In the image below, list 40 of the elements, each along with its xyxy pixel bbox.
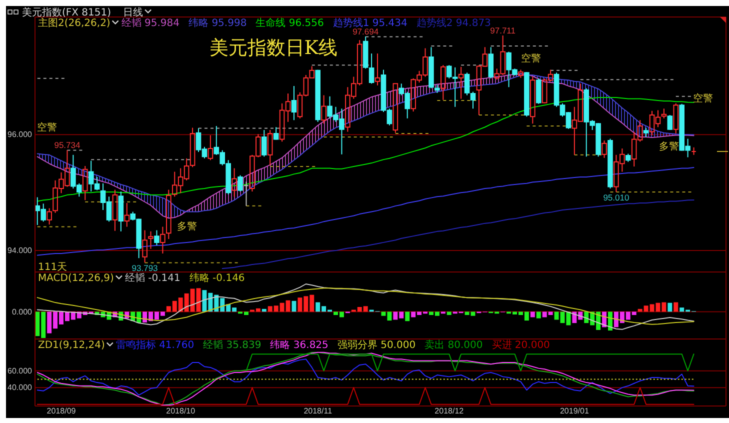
series-label: 纬略 36.825: [270, 339, 328, 351]
series-label: 纬略 -0.146: [189, 272, 245, 284]
x-tick-label: 2018/09: [46, 406, 76, 416]
x-tick-label: 2018/10: [166, 406, 196, 416]
annotation: 多警: [177, 220, 197, 232]
x-tick-label: 2018/11: [304, 406, 333, 416]
annotation: 111天: [38, 262, 68, 273]
chart-subtitle: 美元指数(FX 8151): [22, 6, 112, 18]
text: 趋势线1 95.434: [332, 17, 408, 29]
series-label: 卖出 80.000: [424, 339, 483, 351]
legend-title: 主图2(26,26,2): [38, 17, 110, 29]
annotation: 93.793: [132, 263, 158, 274]
text: 美元指数日K线: [209, 37, 338, 59]
y-tick-label: 60.000: [8, 366, 33, 376]
y-tick-label: 40.000: [8, 383, 33, 392]
annotation: 空警: [37, 122, 57, 134]
text: 买进 20.000: [492, 339, 550, 351]
annotation: 97.694: [352, 26, 379, 36]
text: 经韬 95.984: [121, 17, 180, 29]
y-tick-label: 94.000: [8, 246, 33, 256]
legend-title: MACD(12,26,9): [38, 273, 114, 284]
series-label: 经韬 35.839: [203, 339, 262, 351]
series-label: 雷鸣指标 41.760: [116, 339, 194, 351]
text: 生命线 96.556: [256, 17, 324, 29]
annotation: 多警: [659, 140, 679, 152]
x-tick-label: 2018/12: [434, 406, 464, 416]
annotation: 97.711: [490, 25, 516, 36]
ref-line-label: 0.000: [12, 308, 33, 317]
text: 纬略 95.998: [188, 17, 247, 29]
text: 趋势线2 94.873: [416, 17, 491, 29]
legend-title: ZD1(9,12,24): [38, 340, 105, 351]
legend-label: 经韬 -0.141: [124, 272, 180, 284]
x-tick-label: 2019/01: [560, 406, 590, 416]
annotation: 空警: [693, 92, 713, 104]
annotation: 95.734: [54, 140, 80, 150]
annotation: 95.010: [603, 192, 630, 203]
text: 强弱分界 50.000: [337, 339, 416, 351]
annotation: 日线: [123, 6, 144, 18]
y-tick-label: 96.000: [8, 130, 33, 140]
annotation: 空警: [521, 52, 541, 64]
